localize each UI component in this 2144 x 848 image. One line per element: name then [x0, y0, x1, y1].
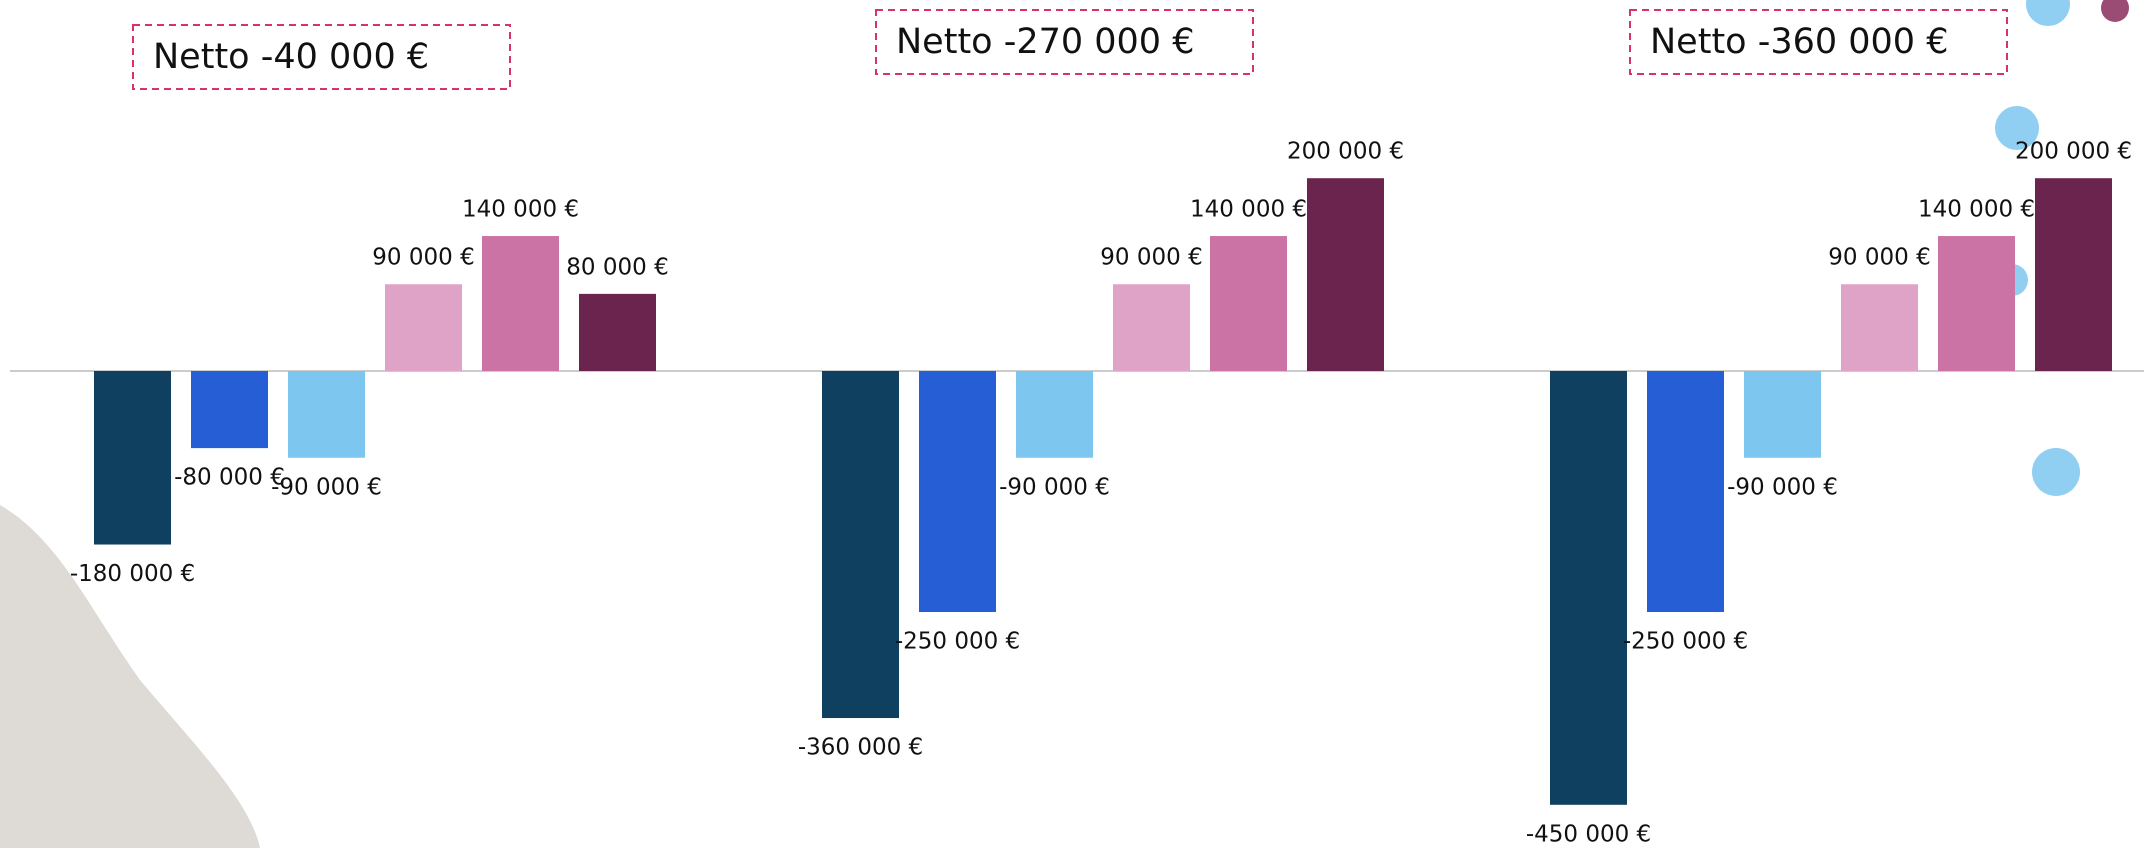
- page: Netto -40 000 €-180 000 €-80 000 €-90 00…: [0, 0, 2144, 848]
- chart: Netto -40 000 €-180 000 €-80 000 €-90 00…: [0, 0, 2144, 848]
- bar: [288, 371, 365, 458]
- chart-title: Netto -270 000 €: [896, 22, 1194, 62]
- value-label: -450 000 €: [1526, 821, 1651, 847]
- bar: [1307, 178, 1384, 371]
- value-label: 90 000 €: [1100, 245, 1202, 271]
- bar: [1841, 284, 1918, 371]
- value-label: 140 000 €: [1190, 197, 1307, 223]
- value-label: -90 000 €: [271, 474, 382, 500]
- bar: [2035, 178, 2112, 371]
- bar: [94, 371, 171, 545]
- value-label: 200 000 €: [2015, 139, 2132, 165]
- bar: [919, 371, 996, 612]
- bar: [385, 284, 462, 371]
- value-label: 140 000 €: [462, 197, 579, 223]
- value-label: -80 000 €: [174, 465, 285, 491]
- bar: [822, 371, 899, 718]
- chart-title: Netto -40 000 €: [153, 37, 429, 77]
- value-label: 90 000 €: [372, 245, 474, 271]
- bar: [1016, 371, 1093, 458]
- value-label: 80 000 €: [566, 254, 668, 280]
- bar: [1744, 371, 1821, 458]
- bar: [1550, 371, 1627, 805]
- bar: [1113, 284, 1190, 371]
- value-label: 140 000 €: [1918, 197, 2035, 223]
- bar: [1647, 371, 1724, 612]
- bar: [1938, 236, 2015, 371]
- bar: [482, 236, 559, 371]
- blob: [2101, 0, 2129, 22]
- bar: [1210, 236, 1287, 371]
- chart-title: Netto -360 000 €: [1650, 22, 1948, 62]
- blob: [2026, 0, 2070, 26]
- value-label: -180 000 €: [70, 561, 195, 587]
- value-label: -360 000 €: [798, 735, 923, 761]
- value-label: -90 000 €: [999, 474, 1110, 500]
- bar: [191, 371, 268, 448]
- value-label: -90 000 €: [1727, 474, 1838, 500]
- value-label: 90 000 €: [1828, 245, 1930, 271]
- value-label: -250 000 €: [1623, 629, 1748, 655]
- value-label: 200 000 €: [1287, 139, 1404, 165]
- value-label: -250 000 €: [895, 629, 1020, 655]
- splatter: [0, 505, 260, 848]
- blob: [2032, 448, 2080, 496]
- bar: [579, 294, 656, 371]
